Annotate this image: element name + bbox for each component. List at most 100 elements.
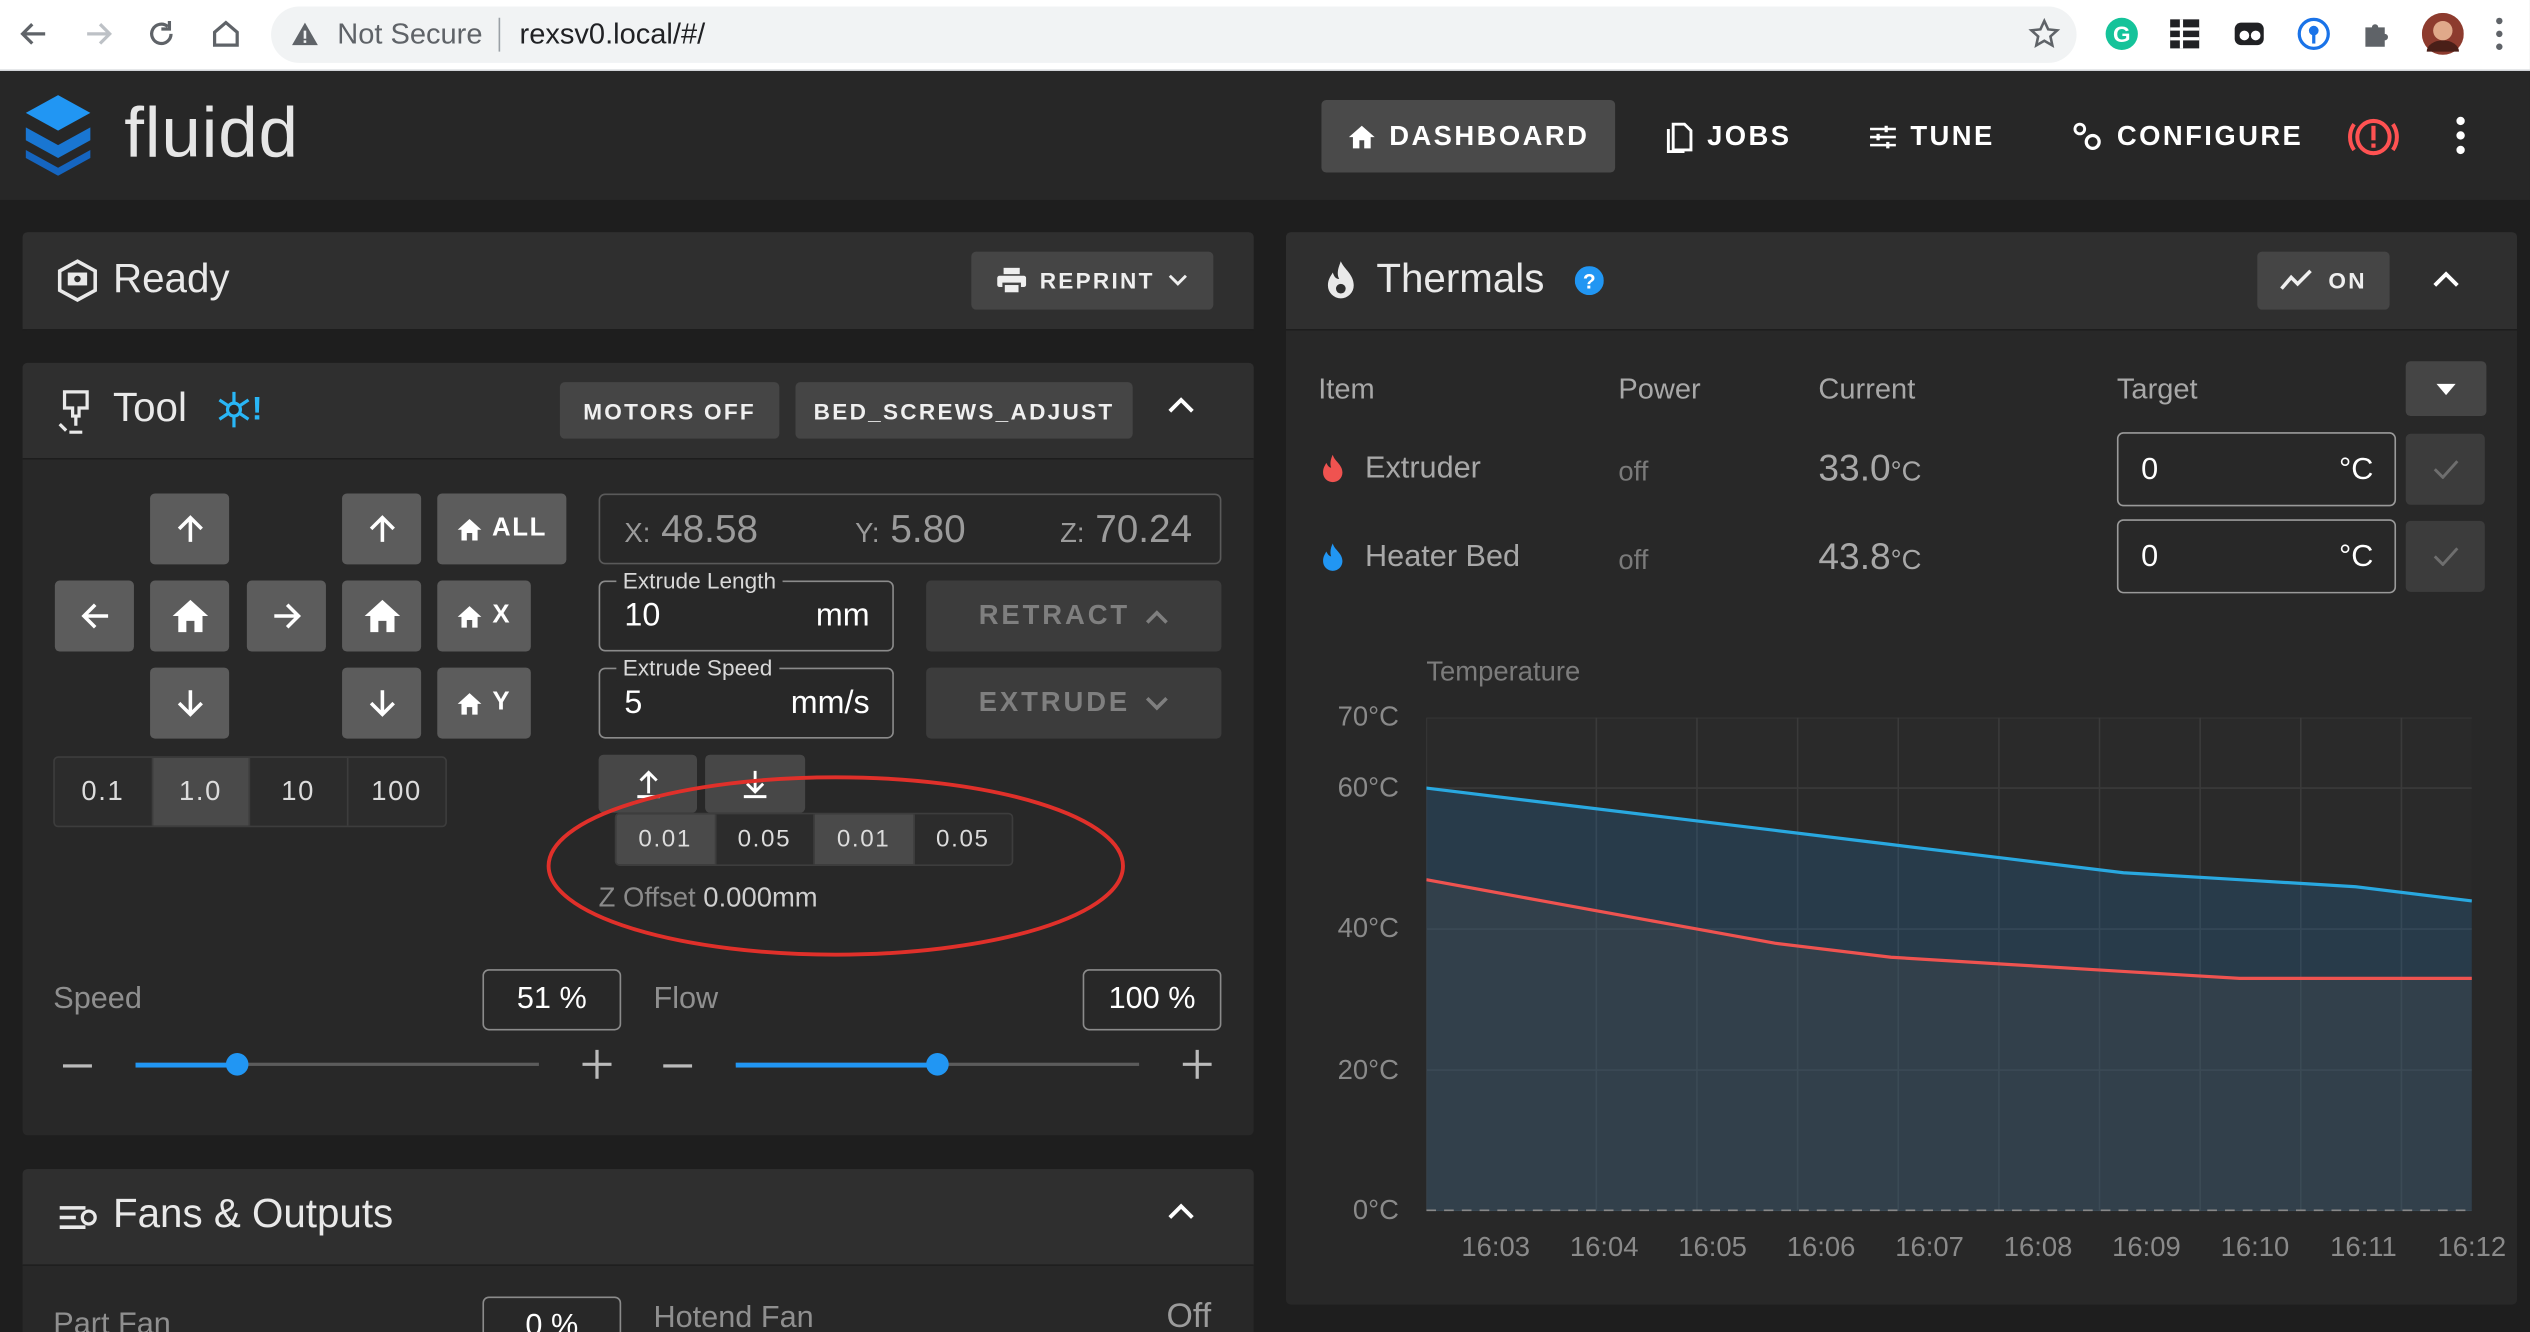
check-icon bbox=[2432, 460, 2458, 479]
back-icon[interactable] bbox=[15, 15, 54, 54]
flow-slider-thumb[interactable] bbox=[926, 1053, 949, 1076]
puzzle-icon[interactable] bbox=[2359, 16, 2394, 51]
browser-menu-icon[interactable] bbox=[2494, 16, 2504, 51]
jog-x-plus-button[interactable] bbox=[246, 580, 326, 652]
motors-off-button[interactable]: MOTORS OFF bbox=[559, 382, 780, 439]
bed-apply-button[interactable] bbox=[2405, 520, 2485, 592]
app-logo-text[interactable]: fluidd bbox=[124, 93, 299, 173]
jog-z-plus-button[interactable] bbox=[342, 493, 422, 565]
bed-target-value[interactable]: 0 bbox=[2141, 540, 2159, 575]
bed-target-input[interactable]: 0 °C bbox=[2116, 519, 2397, 594]
extrude-speed-value[interactable]: 5 bbox=[624, 685, 643, 721]
col-current-header: Current bbox=[1818, 372, 1916, 405]
file-icon bbox=[1665, 120, 1694, 153]
sheets-icon[interactable] bbox=[2167, 16, 2202, 51]
home-xy-button[interactable] bbox=[150, 580, 230, 652]
home-x-button[interactable]: X bbox=[437, 580, 531, 652]
z-offset-up-button[interactable] bbox=[598, 754, 698, 813]
speed-slider[interactable] bbox=[135, 1051, 539, 1077]
step-option[interactable]: 100 bbox=[371, 775, 422, 807]
extrude-length-field[interactable]: Extrude Length 10 mm bbox=[598, 567, 894, 652]
extrude-length-unit: mm bbox=[815, 598, 870, 634]
step-option[interactable]: 0.1 bbox=[55, 757, 153, 826]
flow-input[interactable]: 100 % bbox=[1082, 969, 1222, 1031]
home-icon[interactable] bbox=[207, 15, 246, 54]
step-option-active[interactable]: 1.0 bbox=[152, 757, 251, 826]
part-fan-value[interactable]: 0 % bbox=[525, 1309, 579, 1332]
z-offset-down-button[interactable] bbox=[705, 754, 806, 813]
extruder-target-value[interactable]: 0 bbox=[2141, 453, 2159, 488]
address-bar[interactable]: Not Secure rexsv0.local/#/ bbox=[271, 6, 2077, 63]
speed-value[interactable]: 51 % bbox=[516, 982, 587, 1016]
home-z-button[interactable] bbox=[342, 580, 422, 652]
flow-slider[interactable] bbox=[735, 1051, 1140, 1077]
speed-slider-track bbox=[135, 1062, 539, 1066]
y-axis-ticks: 70°C 60°C 40°C 20°C 0°C bbox=[1286, 232, 1431, 1304]
url-text[interactable]: rexsv0.local/#/ bbox=[519, 17, 706, 50]
arrow-up-icon bbox=[173, 513, 205, 545]
bookmark-star-icon[interactable] bbox=[2028, 17, 2061, 50]
collapse-tool-icon[interactable] bbox=[1167, 395, 1196, 414]
password-icon[interactable] bbox=[2296, 16, 2331, 51]
extrude-speed-field[interactable]: Extrude Speed 5 mm/s bbox=[598, 654, 894, 739]
jog-y-plus-button[interactable] bbox=[150, 493, 230, 565]
printer-status-icon bbox=[56, 258, 98, 303]
presets-dropdown-button[interactable] bbox=[2405, 361, 2487, 417]
z-step-option-active[interactable]: 0.01 bbox=[616, 814, 716, 865]
retract-button[interactable]: RETRACT bbox=[926, 580, 1222, 652]
bed-screws-adjust-button[interactable]: BED_SCREWS_ADJUST bbox=[795, 382, 1133, 439]
speed-minus-icon[interactable] bbox=[62, 1063, 92, 1069]
arrow-down-icon bbox=[173, 687, 205, 719]
extruder-target-input[interactable]: 0 °C bbox=[2116, 432, 2397, 507]
jog-x-minus-button[interactable] bbox=[54, 580, 134, 652]
home-y-button[interactable]: Y bbox=[437, 667, 531, 739]
nav-dashboard[interactable]: DASHBOARD bbox=[1321, 99, 1616, 173]
bed-current: 43.8°C bbox=[1818, 535, 1921, 579]
more-vert-icon[interactable] bbox=[2456, 116, 2466, 155]
jog-y-minus-button[interactable] bbox=[150, 667, 230, 739]
z-step-option[interactable]: 0.05 bbox=[936, 825, 990, 854]
extrude-button[interactable]: EXTRUDE bbox=[926, 667, 1222, 739]
emergency-stop-icon[interactable] bbox=[2348, 111, 2400, 163]
flow-value[interactable]: 100 % bbox=[1108, 982, 1196, 1016]
hotend-fan-value: Off bbox=[1166, 1298, 1212, 1332]
step-size-selector[interactable]: 0.1 1.0 10 100 bbox=[53, 756, 447, 828]
fluidd-logo-icon[interactable] bbox=[23, 92, 94, 176]
nav-configure[interactable]: CONFIGURE bbox=[2046, 100, 2329, 173]
nav-tune[interactable]: TUNE bbox=[1843, 100, 2021, 173]
speed-input[interactable]: 51 % bbox=[482, 969, 622, 1031]
chart-toggle-button[interactable]: ON bbox=[2257, 251, 2390, 310]
home-all-button[interactable]: ALL bbox=[437, 493, 567, 565]
arrow-left-icon bbox=[78, 600, 110, 632]
reprint-button[interactable]: REPRINT bbox=[971, 251, 1214, 310]
speed-slider-thumb[interactable] bbox=[225, 1053, 248, 1076]
x-tick-label: 16:12 bbox=[2437, 1232, 2507, 1263]
temperature-chart[interactable] bbox=[1426, 717, 2472, 1212]
extrude-speed-label: Extrude Speed bbox=[616, 654, 779, 681]
chevron-up-icon bbox=[1146, 609, 1169, 624]
forward-icon[interactable] bbox=[79, 15, 118, 54]
speed-plus-icon[interactable] bbox=[582, 1049, 612, 1079]
collapse-thermals-icon[interactable] bbox=[2432, 269, 2461, 288]
z-offset-step-selector[interactable]: 0.01 0.05 0.01 0.05 bbox=[614, 812, 1014, 866]
z-step-option[interactable]: 0.05 bbox=[716, 814, 815, 865]
help-icon[interactable]: ? bbox=[1574, 266, 1604, 296]
extruder-apply-button[interactable] bbox=[2405, 433, 2485, 505]
flow-minus-icon[interactable] bbox=[663, 1063, 693, 1069]
ext-icon[interactable] bbox=[2231, 16, 2266, 51]
grammarly-icon[interactable]: G bbox=[2104, 16, 2139, 51]
z-step-option-active[interactable]: 0.01 bbox=[814, 814, 915, 865]
profile-avatar[interactable] bbox=[2421, 12, 2464, 55]
jog-z-minus-button[interactable] bbox=[342, 667, 422, 739]
nav-jobs[interactable]: JOBS bbox=[1639, 100, 1817, 173]
arrow-up-icon bbox=[365, 513, 397, 545]
app-bar: fluidd DASHBOARD JOBS TUNE CONFIGURE bbox=[0, 70, 2530, 200]
extruder-current: 33.0°C bbox=[1818, 447, 1921, 491]
step-option[interactable]: 10 bbox=[250, 757, 348, 826]
thermals-card: Thermals ? ON Item Power Current Target … bbox=[1285, 232, 2518, 1305]
part-fan-input[interactable]: 0 % bbox=[482, 1296, 622, 1332]
flow-plus-icon[interactable] bbox=[1182, 1049, 1212, 1079]
collapse-fans-icon[interactable] bbox=[1167, 1201, 1196, 1220]
extrude-length-value[interactable]: 10 bbox=[624, 598, 661, 634]
reload-icon[interactable] bbox=[142, 15, 181, 54]
